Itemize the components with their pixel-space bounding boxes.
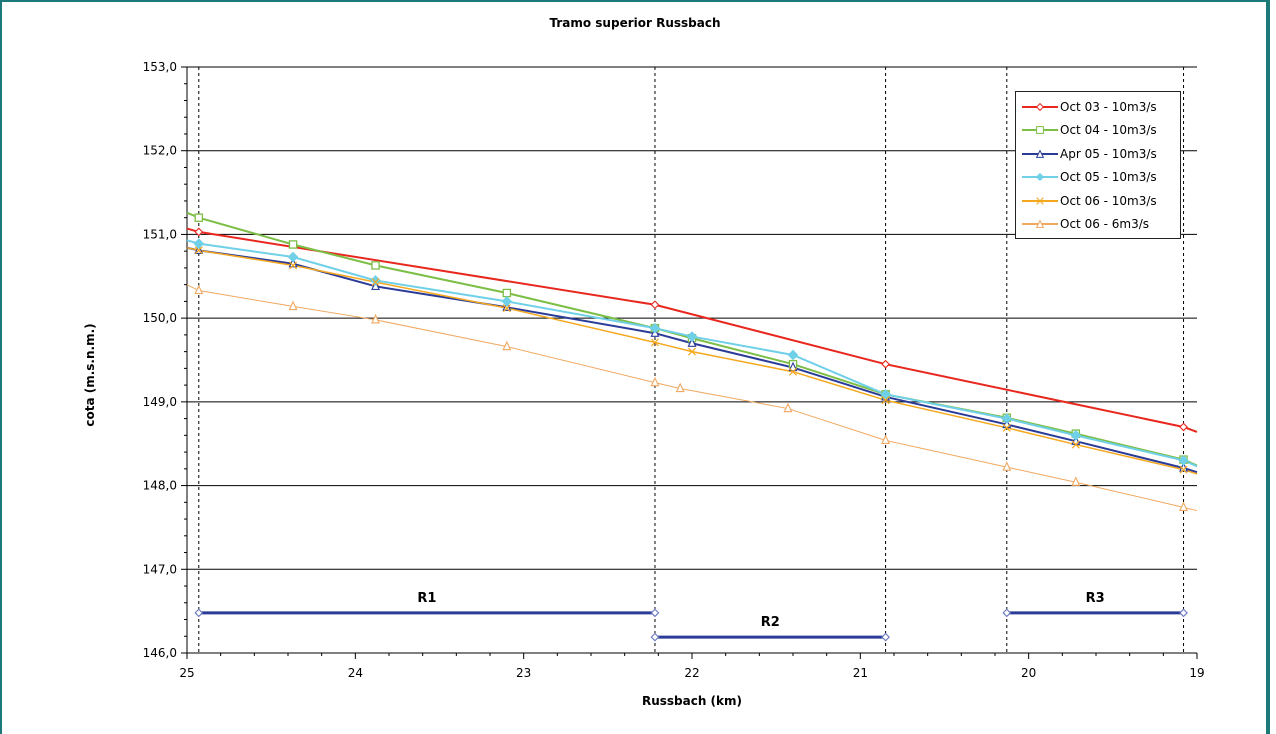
x-tick-label: 23 xyxy=(516,666,531,680)
legend-swatch xyxy=(1022,149,1058,158)
reach-label: R3 xyxy=(1086,591,1105,606)
data-point xyxy=(783,402,793,413)
data-point xyxy=(788,361,798,372)
reach-label: R1 xyxy=(417,591,436,606)
series-line xyxy=(186,246,1198,474)
chart-title: Tramo superior Russbach xyxy=(549,16,721,30)
data-point xyxy=(687,337,697,347)
data-point xyxy=(501,296,513,307)
y-tick-label: 151,0 xyxy=(143,227,177,241)
data-point xyxy=(194,227,204,237)
data-point xyxy=(1071,476,1081,486)
legend-swatch xyxy=(1022,126,1058,135)
x-tick-label: 22 xyxy=(684,666,699,680)
data-point xyxy=(1179,465,1188,474)
reach-label: R2 xyxy=(761,615,780,630)
data-point xyxy=(371,278,380,287)
data-point xyxy=(371,313,380,324)
y-tick-label: 150,0 xyxy=(143,311,177,325)
y-tick-label: 148,0 xyxy=(143,479,177,493)
data-point xyxy=(881,396,890,405)
reach-endpoint xyxy=(650,608,660,618)
y-tick-label: 147,0 xyxy=(143,562,177,576)
data-point xyxy=(502,288,512,298)
data-point xyxy=(289,261,298,270)
legend-swatch xyxy=(1022,102,1058,111)
data-point xyxy=(687,347,697,356)
data-point xyxy=(788,367,798,376)
data-point xyxy=(1001,413,1013,424)
legend-swatch xyxy=(1022,173,1058,182)
data-point xyxy=(1071,440,1080,449)
legend-label: Oct 06 - 6m3/s xyxy=(1060,217,1150,232)
reach-endpoint xyxy=(650,632,660,642)
data-point xyxy=(1178,455,1189,466)
legend-label: Oct 04 - 10m3/s xyxy=(1060,123,1157,138)
legend-label: Oct 06 - 10m3/s xyxy=(1060,193,1157,208)
data-point xyxy=(288,300,298,311)
legend-item: Oct 05 - 10m3/s xyxy=(1016,166,1180,190)
data-point xyxy=(686,331,698,342)
data-point xyxy=(650,338,659,347)
y-tick-label: 153,0 xyxy=(143,60,177,74)
data-point xyxy=(787,349,799,361)
data-point xyxy=(1070,430,1082,441)
legend-label: Oct 03 - 10m3/s xyxy=(1060,99,1157,114)
reach-endpoint xyxy=(194,608,204,618)
x-tick-label: 25 xyxy=(179,666,194,680)
reach-endpoint xyxy=(881,632,890,642)
series-line xyxy=(186,247,1198,475)
x-tick-label: 24 xyxy=(348,666,363,680)
data-point xyxy=(1002,461,1012,471)
data-point xyxy=(675,382,685,393)
data-point xyxy=(287,251,299,263)
y-tick-label: 149,0 xyxy=(143,395,177,409)
y-tick-label: 146,0 xyxy=(143,646,177,660)
data-point xyxy=(194,284,204,295)
x-axis-label: Russbach (km) xyxy=(641,694,743,708)
data-point xyxy=(881,434,891,445)
legend-label: Oct 05 - 10m3/s xyxy=(1060,170,1157,185)
data-point xyxy=(194,246,203,255)
legend: Oct 03 - 10m3/s Oct 04 - 10m3/s Apr 05 - 1… xyxy=(1015,91,1181,239)
data-point xyxy=(370,275,381,286)
x-tick-label: 21 xyxy=(853,666,868,680)
y-tick-label: 152,0 xyxy=(143,144,177,158)
x-tick-label: 20 xyxy=(1021,666,1036,680)
data-point xyxy=(502,304,511,313)
reach-endpoint xyxy=(1179,608,1188,618)
legend-item: Oct 06 - 6m3/s xyxy=(1016,213,1180,237)
x-tick-label: 19 xyxy=(1189,666,1204,680)
data-point xyxy=(288,240,298,249)
data-point xyxy=(650,376,660,387)
data-point xyxy=(881,359,890,369)
legend-swatch xyxy=(1022,219,1058,229)
data-point xyxy=(502,340,512,351)
legend-label: Apr 05 - 10m3/s xyxy=(1060,146,1157,161)
legend-item: Oct 06 - 10m3/s xyxy=(1016,189,1180,213)
reach-endpoint xyxy=(1002,608,1012,618)
data-point xyxy=(194,213,204,222)
legend-item: Oct 04 - 10m3/s xyxy=(1016,119,1180,143)
legend-swatch xyxy=(1022,196,1058,205)
data-point xyxy=(1179,422,1188,432)
data-point xyxy=(1002,423,1011,432)
data-point xyxy=(193,238,205,249)
data-point xyxy=(650,300,660,310)
data-point xyxy=(1179,501,1188,511)
data-point xyxy=(371,261,380,270)
data-point xyxy=(880,389,891,400)
legend-item: Oct 03 - 10m3/s xyxy=(1016,95,1180,119)
data-point xyxy=(649,322,661,334)
legend-item: Apr 05 - 10m3/s xyxy=(1016,142,1180,166)
